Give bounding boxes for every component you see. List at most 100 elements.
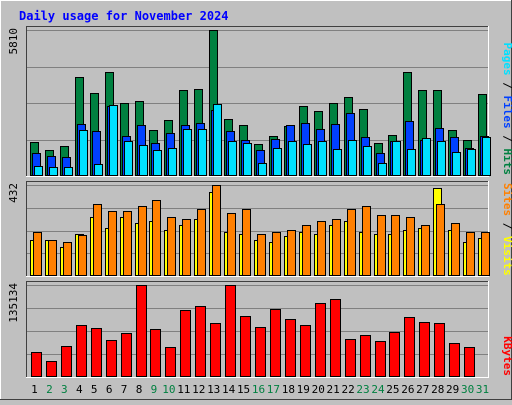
legend-separator: / — [501, 216, 512, 236]
bar-kbytes-day-2 — [46, 361, 57, 377]
bar-sites-day-20 — [317, 221, 326, 276]
bar-sites-day-13 — [212, 185, 221, 276]
bar-sites-day-27 — [421, 225, 430, 276]
bar-kbytes-day-4 — [76, 325, 87, 377]
day-label-29: 29 — [446, 383, 459, 396]
legend-sites: Sites — [501, 183, 512, 216]
bar-sites-day-28 — [436, 204, 445, 276]
bar-sites-day-24 — [377, 215, 386, 276]
bar-kbytes-day-6 — [106, 340, 117, 377]
bar-sites-day-7 — [123, 211, 132, 276]
day-label-16: 16 — [252, 383, 265, 396]
bar-sites-day-18 — [287, 230, 296, 276]
bar-kbytes-day-24 — [375, 341, 386, 377]
panel-1: 5810 Pages / Files / Hits — [7, 26, 512, 177]
bar-sites-day-21 — [332, 219, 341, 276]
bar-pages-day-7 — [124, 141, 133, 176]
bar-kbytes-day-23 — [360, 335, 371, 377]
bar-kbytes-day-14 — [225, 285, 236, 377]
bar-kbytes-day-16 — [255, 327, 266, 377]
day-label-22: 22 — [341, 383, 354, 396]
bar-pages-day-6 — [109, 105, 118, 176]
bar-kbytes-day-25 — [389, 332, 400, 377]
bar-sites-day-1 — [33, 232, 42, 276]
bar-sites-day-12 — [197, 209, 206, 276]
bar-kbytes-day-3 — [61, 346, 72, 377]
bar-sites-day-11 — [182, 219, 191, 276]
bar-pages-day-18 — [288, 141, 297, 176]
bar-kbytes-day-28 — [434, 323, 445, 377]
legend-visits: Visits — [501, 236, 512, 276]
day-label-3: 3 — [61, 383, 68, 396]
bar-pages-day-17 — [273, 148, 282, 176]
bar-sites-day-29 — [451, 223, 460, 276]
bar-kbytes-day-30 — [464, 347, 475, 377]
day-label-15: 15 — [237, 383, 250, 396]
bar-kbytes-day-27 — [419, 322, 430, 377]
bar-pages-day-31 — [482, 137, 491, 176]
bar-sites-day-5 — [93, 204, 102, 276]
bar-sites-day-2 — [48, 240, 57, 276]
bar-pages-day-14 — [228, 141, 237, 176]
bar-pages-day-12 — [198, 129, 207, 176]
day-label-10: 10 — [162, 383, 175, 396]
right-legend: Sites / Visits — [501, 183, 512, 276]
bar-kbytes-day-5 — [91, 328, 102, 377]
bar-pages-day-23 — [363, 146, 372, 176]
bar-sites-day-26 — [406, 217, 415, 276]
legend-separator: / — [501, 129, 512, 149]
bar-kbytes-day-22 — [345, 339, 356, 377]
bar-pages-day-1 — [34, 166, 43, 176]
bar-pages-day-2 — [49, 167, 58, 176]
day-label-4: 4 — [76, 383, 83, 396]
chart-title: Daily usage for November 2024 — [19, 9, 229, 23]
bar-kbytes-day-21 — [330, 299, 341, 377]
legend-pages: Pages — [501, 43, 512, 76]
day-label-14: 14 — [222, 383, 236, 396]
bar-sites-day-6 — [108, 211, 117, 276]
y-max-label: 135134 — [7, 283, 20, 323]
bar-kbytes-day-13 — [210, 323, 221, 377]
day-label-2: 2 — [46, 383, 53, 396]
day-label-18: 18 — [282, 383, 295, 396]
bar-sites-day-30 — [466, 232, 475, 276]
day-label-12: 12 — [192, 383, 205, 396]
y-max-label: 432 — [7, 183, 20, 203]
bar-sites-day-9 — [152, 200, 161, 276]
bar-pages-day-9 — [153, 150, 162, 176]
bar-pages-day-27 — [422, 138, 431, 176]
bar-pages-day-30 — [467, 149, 476, 176]
day-label-13: 13 — [207, 383, 220, 396]
bar-sites-day-19 — [302, 225, 311, 276]
bar-sites-day-8 — [138, 206, 147, 276]
day-axis-labels: 1 2 3 4 5 6 7 8 9 10 11 12 13 14 15 16 17 18 19 20 21 22 23 24 2… — [31, 383, 489, 396]
day-label-8: 8 — [136, 383, 143, 396]
bar-kbytes-day-19 — [300, 325, 311, 377]
day-label-5: 5 — [91, 383, 98, 396]
bar-pages-day-24 — [378, 163, 387, 176]
day-label-9: 9 — [151, 383, 158, 396]
legend-kbytes: KBytes — [501, 336, 512, 376]
bar-kbytes-day-26 — [404, 317, 415, 377]
bar-kbytes-day-1 — [31, 352, 42, 377]
day-label-25: 25 — [386, 383, 399, 396]
bar-pages-day-5 — [94, 164, 103, 176]
bar-sites-day-31 — [481, 232, 490, 276]
bar-pages-day-26 — [407, 149, 416, 176]
day-label-26: 26 — [401, 383, 414, 396]
bar-kbytes-day-7 — [121, 333, 132, 377]
y-max-label: 5810 — [7, 28, 20, 55]
bar-kbytes-day-20 — [315, 303, 326, 377]
day-label-1: 1 — [31, 383, 38, 396]
panel-3: 135134 KBytes — [7, 281, 512, 378]
legend-hits: Hits — [501, 149, 512, 176]
day-label-11: 11 — [177, 383, 190, 396]
bar-pages-day-22 — [348, 140, 357, 176]
bar-kbytes-day-29 — [449, 343, 460, 377]
day-label-6: 6 — [106, 383, 113, 396]
bar-sites-day-25 — [391, 215, 400, 276]
day-label-24: 24 — [371, 383, 385, 396]
bar-pages-day-20 — [318, 141, 327, 176]
bar-sites-day-15 — [242, 209, 251, 276]
day-label-30: 30 — [461, 383, 474, 396]
